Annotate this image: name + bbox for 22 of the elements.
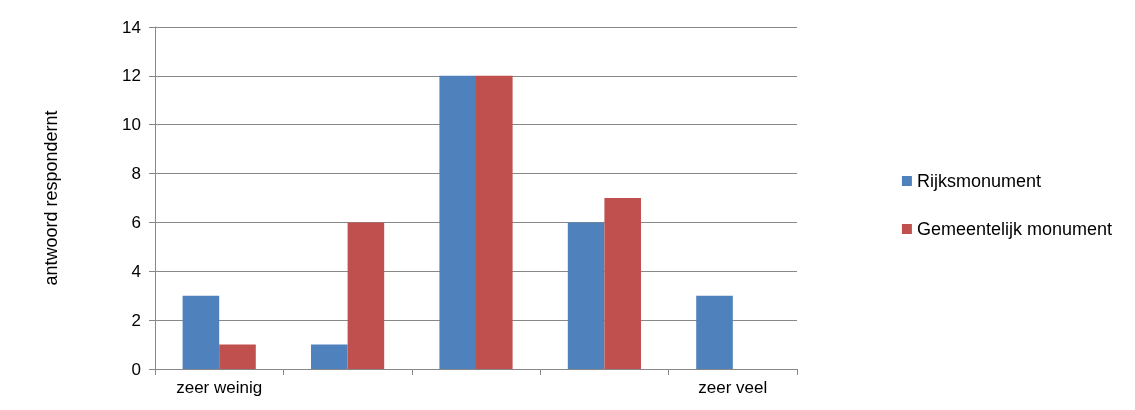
legend-label: Rijksmonument (916, 171, 1041, 191)
y-tick-label: 2 (131, 310, 141, 330)
y-tick-label: 4 (131, 261, 141, 281)
y-tick-label: 10 (122, 115, 141, 135)
bar (604, 198, 641, 369)
y-tick-label: 0 (131, 359, 141, 379)
y-axis-title: antwoord respondernt (41, 110, 61, 286)
bar (439, 75, 476, 369)
y-tick-label: 14 (122, 17, 141, 37)
bar (182, 295, 220, 369)
bar (476, 75, 513, 369)
bar (567, 222, 605, 369)
x-tick-label: zeer weinig (176, 378, 263, 397)
bar (311, 344, 348, 369)
y-tick-label: 12 (122, 66, 141, 86)
x-tick-label: zeer veel (698, 378, 768, 397)
bar (696, 295, 733, 369)
bar (219, 344, 256, 369)
bar (347, 222, 385, 369)
y-tick-label: 8 (131, 164, 141, 184)
y-tick-label: 6 (131, 212, 141, 232)
legend-label: Gemeentelijk monument (916, 219, 1112, 239)
